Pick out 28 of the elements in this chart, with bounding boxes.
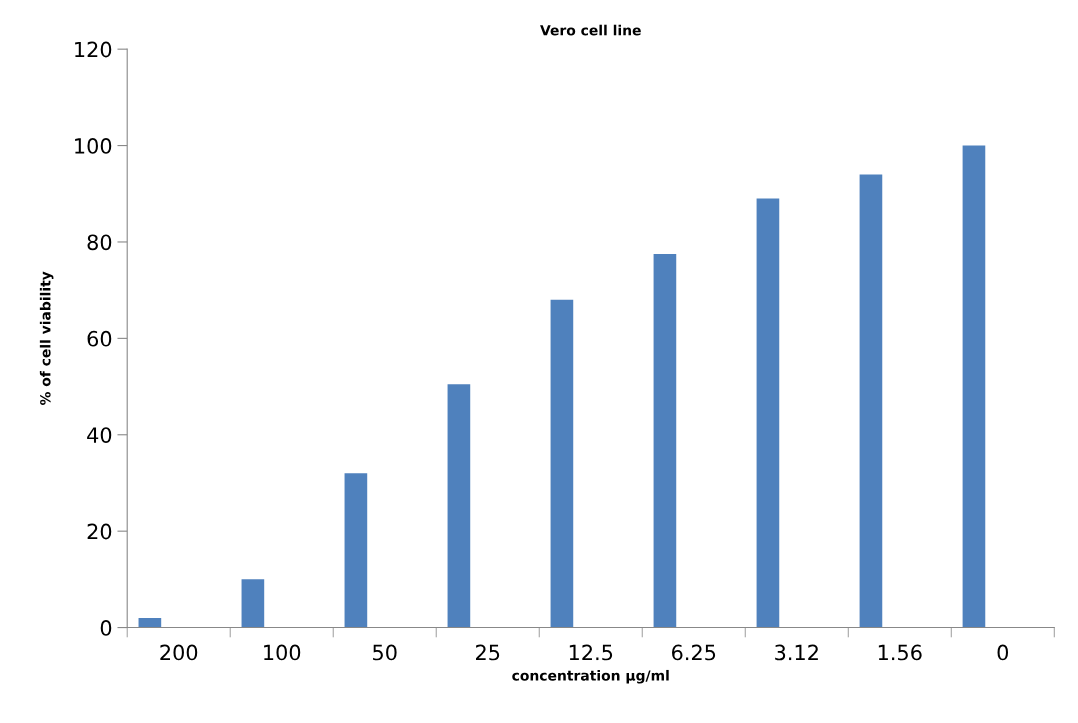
y-tick-label: 100 xyxy=(75,138,112,154)
x-tick-label: 0 xyxy=(997,644,1009,661)
y-axis-title: % of cell viability xyxy=(39,271,54,406)
x-tick-label: 1.56 xyxy=(878,644,922,661)
x-tick-label: 100 xyxy=(264,644,301,661)
x-tick-label: 6.25 xyxy=(672,644,716,661)
x-axis-title: concentration µg/ml xyxy=(512,669,669,684)
y-tick-label: 80 xyxy=(87,234,112,251)
x-tick-label: 50 xyxy=(373,644,397,661)
y-tick-label: 0 xyxy=(100,620,112,636)
bar xyxy=(241,579,265,628)
bar xyxy=(653,254,677,628)
y-tick-label: 40 xyxy=(87,427,112,443)
bar xyxy=(138,617,162,628)
bar xyxy=(756,198,780,628)
bar xyxy=(550,299,574,628)
x-tick-label: 25 xyxy=(476,644,500,661)
bar xyxy=(962,145,986,628)
chart-title: Vero cell line xyxy=(540,24,641,36)
y-tick-label: 120 xyxy=(75,41,112,58)
y-tick-label: 20 xyxy=(87,523,112,540)
y-tick-label: 60 xyxy=(87,330,112,347)
bar xyxy=(344,473,368,628)
x-tick-label: 12.5 xyxy=(569,644,613,661)
x-tick-label: 200 xyxy=(160,644,198,661)
bar xyxy=(447,384,471,628)
bar xyxy=(859,174,883,628)
x-tick-label: 3.12 xyxy=(775,644,818,661)
